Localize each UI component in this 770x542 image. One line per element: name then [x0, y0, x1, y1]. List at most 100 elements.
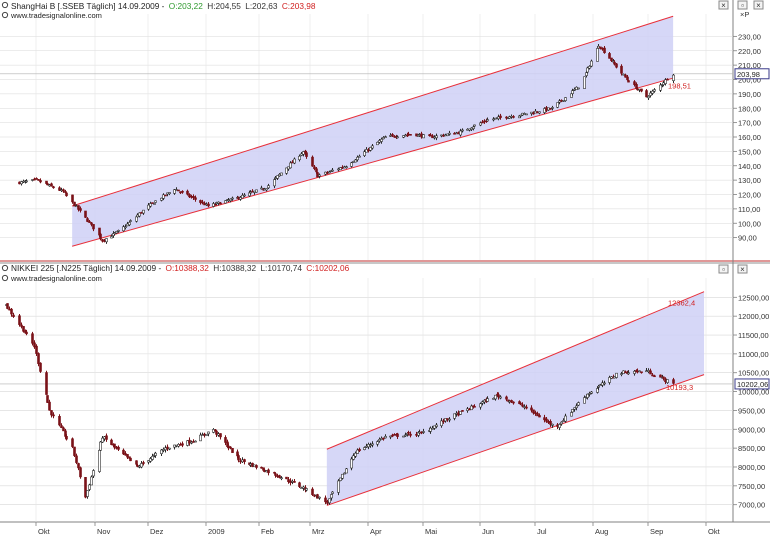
candle[interactable] — [324, 495, 327, 505]
candle[interactable] — [249, 190, 252, 195]
candle[interactable] — [588, 65, 591, 70]
candle[interactable] — [662, 376, 665, 381]
candle[interactable] — [122, 225, 125, 232]
candle[interactable] — [610, 57, 613, 62]
candle[interactable] — [18, 313, 21, 327]
candle[interactable] — [293, 157, 296, 165]
candle[interactable] — [276, 175, 279, 181]
candle[interactable] — [459, 411, 462, 415]
candle[interactable] — [177, 189, 180, 192]
candle[interactable] — [354, 158, 357, 163]
candle[interactable] — [440, 418, 443, 428]
candle[interactable] — [65, 434, 68, 441]
trend-channel-lower-line[interactable] — [326, 374, 705, 506]
candle[interactable] — [331, 491, 334, 495]
candle[interactable] — [224, 435, 227, 446]
candle[interactable] — [666, 379, 669, 384]
candle[interactable] — [142, 209, 145, 215]
top-restore-icon[interactable]: ▫ — [741, 1, 744, 10]
candle[interactable] — [409, 431, 412, 438]
candle[interactable] — [530, 405, 533, 413]
candle[interactable] — [129, 457, 132, 462]
candle[interactable] — [162, 193, 165, 201]
candle[interactable] — [219, 202, 222, 205]
candle[interactable] — [168, 447, 171, 451]
candle[interactable] — [188, 193, 191, 198]
candle[interactable] — [278, 474, 281, 479]
top-close-icon[interactable]: × — [721, 1, 726, 10]
candle[interactable] — [645, 89, 648, 98]
candle[interactable] — [164, 194, 167, 197]
bottom-candlestick-series[interactable] — [5, 303, 675, 505]
candle[interactable] — [231, 447, 234, 453]
candle[interactable] — [73, 201, 76, 207]
candle[interactable] — [666, 78, 669, 81]
top-close2-icon[interactable]: × — [756, 1, 761, 10]
candle[interactable] — [128, 221, 131, 227]
candle[interactable] — [402, 435, 405, 438]
candle[interactable] — [52, 185, 55, 189]
candle[interactable] — [453, 413, 456, 421]
candle[interactable] — [285, 476, 288, 480]
candle[interactable] — [75, 453, 78, 465]
candle[interactable] — [126, 454, 129, 460]
trend-channel-lower-line[interactable] — [72, 77, 674, 247]
candle[interactable] — [615, 63, 618, 69]
candle[interactable] — [376, 141, 379, 146]
candle[interactable] — [571, 409, 574, 413]
candle[interactable] — [369, 146, 372, 152]
candle[interactable] — [363, 446, 366, 451]
candle[interactable] — [237, 453, 240, 463]
candle[interactable] — [664, 78, 667, 86]
candle[interactable] — [371, 441, 374, 448]
candle[interactable] — [255, 189, 258, 193]
candle[interactable] — [448, 130, 451, 136]
candle[interactable] — [586, 66, 589, 74]
candle[interactable] — [224, 200, 227, 204]
candle[interactable] — [461, 128, 464, 133]
candle[interactable] — [512, 115, 515, 119]
candle[interactable] — [596, 46, 599, 62]
candle[interactable] — [113, 443, 116, 450]
candle[interactable] — [71, 194, 74, 204]
candle[interactable] — [659, 374, 662, 378]
candle[interactable] — [651, 89, 654, 96]
candle[interactable] — [470, 404, 473, 411]
candle[interactable] — [154, 451, 157, 458]
candle[interactable] — [140, 460, 143, 469]
candle[interactable] — [396, 135, 399, 139]
candle[interactable] — [50, 182, 53, 187]
candle[interactable] — [318, 496, 321, 500]
candle[interactable] — [39, 178, 42, 184]
candle[interactable] — [88, 219, 91, 223]
candle[interactable] — [64, 189, 67, 194]
candle[interactable] — [255, 464, 258, 470]
candle[interactable] — [50, 410, 53, 418]
candle[interactable] — [166, 444, 169, 451]
candle[interactable] — [267, 468, 270, 476]
candle[interactable] — [538, 111, 541, 115]
candle[interactable] — [564, 97, 567, 102]
candle[interactable] — [575, 403, 578, 411]
candle[interactable] — [52, 412, 55, 419]
candle[interactable] — [486, 396, 489, 402]
candle[interactable] — [653, 374, 656, 378]
candle[interactable] — [545, 416, 548, 423]
candle[interactable] — [391, 133, 394, 137]
candle[interactable] — [543, 414, 546, 423]
candle[interactable] — [199, 432, 202, 442]
candle[interactable] — [331, 167, 334, 172]
bottom-close-icon[interactable]: × — [740, 265, 745, 274]
candle[interactable] — [532, 111, 535, 115]
candle[interactable] — [79, 206, 82, 213]
candle[interactable] — [549, 107, 552, 110]
candle[interactable] — [280, 476, 283, 481]
trend-channel-upper-line[interactable] — [326, 291, 705, 450]
candle[interactable] — [551, 105, 554, 111]
candle[interactable] — [620, 371, 623, 377]
candle[interactable] — [615, 372, 618, 379]
candle[interactable] — [215, 430, 218, 438]
candle[interactable] — [389, 133, 392, 137]
candle[interactable] — [105, 433, 108, 442]
candle[interactable] — [512, 401, 515, 405]
